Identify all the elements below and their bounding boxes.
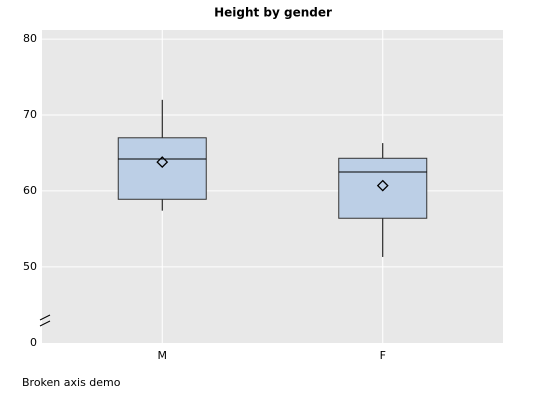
footnote: Broken axis demo	[22, 376, 121, 389]
mean-marker	[376, 179, 389, 192]
chart-title: Height by gender	[214, 6, 332, 20]
x-tick-label: F	[380, 349, 386, 362]
axis-break	[39, 314, 51, 321]
y-tick-label: 0	[30, 336, 37, 349]
axis-break	[39, 320, 51, 327]
y-tick-label: 60	[23, 184, 37, 197]
y-tick-label: 50	[23, 260, 37, 273]
mean-marker	[156, 156, 169, 168]
x-tick-label: M	[158, 349, 168, 362]
y-tick-label: 80	[23, 32, 37, 45]
plot-background	[42, 30, 503, 343]
y-tick-label: 70	[23, 108, 37, 121]
box	[338, 157, 428, 219]
box	[117, 137, 207, 200]
